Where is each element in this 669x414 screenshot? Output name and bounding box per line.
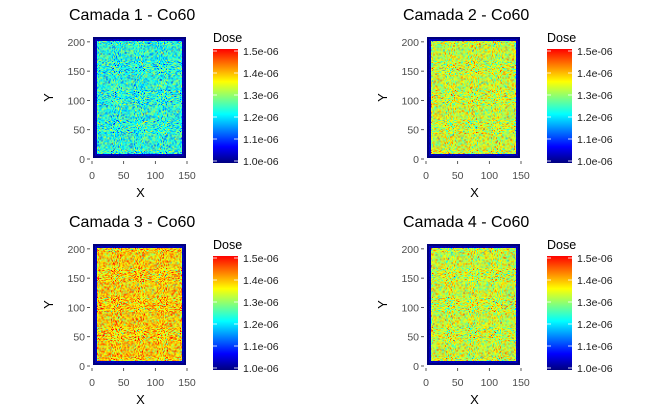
y-tick-label: 0: [79, 154, 85, 166]
y-axis-title: Y: [375, 300, 390, 309]
heatmap-chart: Camada 2 - Co60 0 50 100 150 0 50 100 150 200 X Y Do…: [375, 7, 613, 200]
x-tick-label: 50: [118, 377, 130, 389]
legend-label: 1.4e-06: [243, 68, 279, 80]
chart-title: Camada 3 - Co60: [69, 214, 195, 231]
legend-label: 1.5e-06: [577, 46, 613, 58]
x-tick-label: 0: [423, 170, 429, 182]
legend-colorbar: [213, 256, 238, 370]
y-tick-label: 150: [67, 273, 85, 285]
legend-label: 1.2e-06: [577, 112, 613, 124]
legend-colorbar: [213, 49, 238, 163]
legend-label: 1.4e-06: [577, 68, 613, 80]
y-tick-label: 50: [73, 125, 85, 137]
x-axis-title: X: [136, 392, 145, 407]
x-tick-label: 100: [147, 377, 165, 389]
legend-label: 1.2e-06: [243, 319, 279, 331]
y-axis-title: Y: [41, 300, 56, 309]
legend-label: 1.0e-06: [243, 363, 279, 375]
y-tick-label: 200: [401, 37, 419, 49]
legend-label: 1.5e-06: [243, 46, 279, 58]
legend-title: Dose: [213, 31, 242, 45]
heatmap-chart: Camada 1 - Co60 0 50 100 150 0 50 100 150 200 X Y Do…: [41, 7, 279, 200]
x-tick-label: 0: [89, 377, 95, 389]
legend-label: 1.1e-06: [577, 134, 613, 146]
x-tick-label: 150: [512, 377, 530, 389]
legend-label: 1.0e-06: [577, 156, 613, 168]
y-tick-label: 50: [407, 125, 419, 137]
heatmap-border: [93, 244, 186, 365]
x-tick-label: 50: [452, 170, 464, 182]
heatmap-panel-1: Camada 1 - Co60 0 50 100 150 0 50 100 150 200 X Y Do…: [0, 0, 334, 207]
y-tick-label: 50: [73, 332, 85, 344]
legend-title: Dose: [213, 238, 242, 252]
heatmap-chart: Camada 4 - Co60 0 50 100 150 0 50 100 150 200 X Y Do…: [375, 214, 613, 407]
x-tick-label: 50: [452, 377, 464, 389]
legend-label: 1.4e-06: [243, 275, 279, 287]
legend-label: 1.3e-06: [243, 297, 279, 309]
heatmap-field: [94, 38, 185, 157]
legend-label: 1.2e-06: [243, 112, 279, 124]
x-tick-label: 100: [481, 377, 499, 389]
legend-label: 1.0e-06: [243, 156, 279, 168]
y-axis-title: Y: [375, 93, 390, 102]
heatmap-border: [427, 244, 520, 365]
legend-label: 1.3e-06: [243, 90, 279, 102]
y-tick-label: 200: [67, 244, 85, 256]
y-tick-label: 200: [67, 37, 85, 49]
y-axis-title: Y: [41, 93, 56, 102]
legend-colorbar: [547, 49, 572, 163]
legend-title: Dose: [547, 238, 576, 252]
heatmap-field: [428, 245, 519, 364]
y-tick-label: 50: [407, 332, 419, 344]
legend-label: 1.5e-06: [243, 253, 279, 265]
heatmap-border: [427, 37, 520, 158]
x-tick-label: 100: [481, 170, 499, 182]
legend-label: 1.1e-06: [243, 134, 279, 146]
chart-title: Camada 4 - Co60: [403, 214, 529, 231]
y-tick-label: 0: [413, 154, 419, 166]
legend-title: Dose: [547, 31, 576, 45]
x-tick-label: 0: [89, 170, 95, 182]
y-tick-label: 100: [67, 302, 85, 314]
y-tick-label: 150: [401, 273, 419, 285]
heatmap-panel-3: Camada 3 - Co60 0 50 100 150 0 50 100 150 200 X Y Do…: [0, 207, 334, 414]
x-tick-label: 0: [423, 377, 429, 389]
y-tick-label: 0: [413, 361, 419, 373]
x-axis-title: X: [136, 185, 145, 200]
heatmap-border: [93, 37, 186, 158]
legend-label: 1.2e-06: [577, 319, 613, 331]
legend-label: 1.3e-06: [577, 90, 613, 102]
x-tick-label: 150: [512, 170, 530, 182]
chart-title: Camada 1 - Co60: [69, 7, 195, 24]
legend-label: 1.1e-06: [243, 341, 279, 353]
x-axis-title: X: [470, 392, 479, 407]
x-tick-label: 50: [118, 170, 130, 182]
y-tick-label: 100: [401, 302, 419, 314]
legend-label: 1.4e-06: [577, 275, 613, 287]
x-tick-label: 100: [147, 170, 165, 182]
heatmap-panel-2: Camada 2 - Co60 0 50 100 150 0 50 100 150 200 X Y Do…: [334, 0, 668, 207]
y-tick-label: 150: [67, 66, 85, 78]
x-axis-title: X: [470, 185, 479, 200]
legend-label: 1.5e-06: [577, 253, 613, 265]
y-tick-label: 150: [401, 66, 419, 78]
y-tick-label: 100: [67, 95, 85, 107]
y-tick-label: 100: [401, 95, 419, 107]
heatmap-field: [428, 38, 519, 157]
y-tick-label: 0: [79, 361, 85, 373]
legend-label: 1.0e-06: [577, 363, 613, 375]
y-tick-label: 200: [401, 244, 419, 256]
legend-colorbar: [547, 256, 572, 370]
heatmap-panel-4: Camada 4 - Co60 0 50 100 150 0 50 100 150 200 X Y Do…: [334, 207, 668, 414]
legend-label: 1.3e-06: [577, 297, 613, 309]
heatmap-field: [94, 245, 185, 364]
chart-title: Camada 2 - Co60: [403, 7, 529, 24]
x-tick-label: 150: [178, 170, 196, 182]
heatmap-chart: Camada 3 - Co60 0 50 100 150 0 50 100 150 200 X Y Do…: [41, 214, 279, 407]
x-tick-label: 150: [178, 377, 196, 389]
legend-label: 1.1e-06: [577, 341, 613, 353]
